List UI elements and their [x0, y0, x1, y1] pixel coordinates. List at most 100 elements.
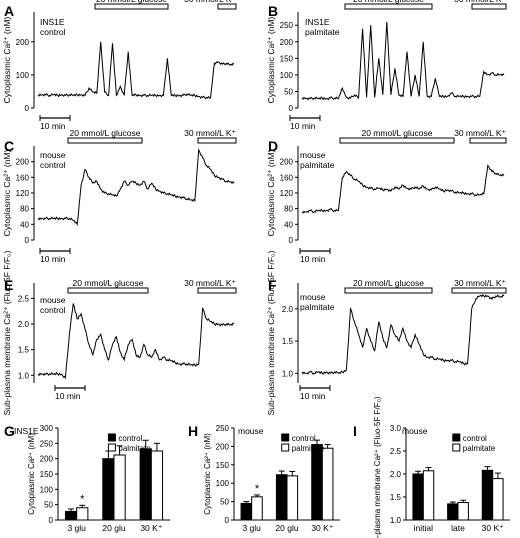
panel-e: E 1.0 1.5 2.0 2.5 Sub-plasma membrane Ca²⁺ (F…: [2, 250, 237, 415]
panel-g: G INS1E 0 50 100 150 200 250 300 Cytoplasmic Ca²⁺…: [4, 423, 170, 533]
x-tick-label: 20 glu: [102, 523, 125, 533]
scale-bar-label: 10 min: [40, 254, 66, 264]
y-tick-label: 2.0: [18, 320, 30, 329]
panel-title: mouse: [402, 426, 428, 436]
trace-line: [301, 21, 505, 101]
y-tick-label: 1.0: [18, 371, 30, 380]
panel-a: A 0 100 200 Cytoplasmic Ca²⁺ (nM) 20 mmol/L g…: [2, 0, 237, 131]
legend-label: control: [118, 434, 142, 443]
stimulus-label: 20 mmol/L glucose: [353, 0, 424, 4]
stimulus-bar: [344, 3, 433, 10]
legend-swatch: [452, 433, 461, 442]
y-tick-label: 2.0: [390, 470, 402, 479]
y-axis-label: Sub-plasma membrane Ca²⁺ (Fluo-5F F/F₀): [373, 396, 382, 538]
y-tick-label: 100: [40, 485, 54, 494]
scale-bar-label: 10 min: [40, 121, 66, 131]
y-axis-label: Cytoplasmic Ca²⁺ (nM): [2, 17, 12, 104]
panel-letter: F: [268, 277, 277, 293]
y-tick-label: 200: [216, 442, 230, 451]
y-tick-label: 250: [40, 439, 54, 448]
y-tick-label: 100: [16, 71, 30, 80]
legend-label: control: [292, 434, 316, 443]
y-tick-label: 1.0: [282, 369, 294, 378]
stimulus-label: 20 mmol/L glucose: [361, 128, 432, 138]
trace-label: control: [40, 27, 66, 37]
stimulus-bar: [67, 137, 143, 144]
legend-swatch: [281, 443, 290, 452]
trace-label: palmitate: [305, 27, 340, 37]
y-tick-label: 300: [40, 424, 54, 433]
stimulus-bar: [67, 287, 149, 294]
x-tick-label: initial: [414, 523, 433, 533]
y-tick-label: 0: [25, 236, 30, 245]
y-tick-label: 2.0: [282, 305, 294, 314]
y-tick-label: 200: [16, 38, 30, 47]
stimulus-label: 20 mmol/L glucose: [72, 278, 143, 288]
y-tick-label: 50: [44, 501, 53, 510]
y-tick-label: 0: [25, 104, 30, 113]
y-axis-label: Cytoplasmic Ca²⁺ (nM): [27, 433, 36, 515]
stimulus-label: 20 mmol/L glucose: [353, 278, 424, 288]
bar-palmitate: [422, 470, 435, 521]
y-tick-label: 0: [289, 236, 294, 245]
panel-letter: B: [268, 3, 278, 19]
stimulus-label: 30 mmol/L K⁺: [454, 0, 506, 4]
y-tick-label: 120: [280, 189, 294, 198]
significance-marker: *: [255, 483, 260, 495]
trace-line: [301, 164, 505, 214]
y-tick-label: 160: [280, 173, 294, 182]
x-tick-label: late: [451, 523, 465, 533]
stimulus-label: 30 mmol/L K⁺: [184, 128, 236, 138]
stimulus-bar: [197, 287, 237, 294]
panel-letter: I: [353, 423, 357, 439]
bar-control: [240, 502, 253, 521]
stimulus-label: 20 mmol/L glucose: [69, 128, 140, 138]
y-tick-label: 1.5: [282, 337, 294, 346]
y-axis-label: Sub-plasma membrane Ca²⁺ (Fluo-5F F/F₀): [266, 250, 276, 415]
y-tick-label: 80: [284, 205, 293, 214]
legend-swatch: [281, 433, 290, 442]
stimulus-bar: [469, 137, 507, 144]
trace-label: mouse: [40, 150, 66, 160]
trace-label: palmitate: [300, 302, 335, 312]
stimulus-bar: [197, 137, 237, 144]
stimulus-label: 20 mmol/L glucose: [96, 0, 167, 4]
y-tick-label: 200: [16, 158, 30, 167]
bar-palmitate: [457, 502, 469, 521]
bar-palmitate: [492, 478, 504, 521]
legend-label: palmitate: [118, 444, 151, 453]
bar-control: [447, 503, 459, 521]
x-tick-label: 30 K⁺: [482, 523, 504, 533]
scale-bar-label: 10 min: [300, 254, 326, 264]
bar-control: [64, 510, 78, 521]
legend-swatch: [107, 433, 116, 442]
bar-palmitate: [321, 447, 334, 521]
stimulus-label: 30 mmol/L K⁺: [184, 278, 236, 288]
panel-d: D 0 40 80 120 160 200 Cytoplasmic Ca²⁺ (nM) 20 m…: [266, 128, 507, 264]
y-tick-label: 120: [16, 189, 30, 198]
bar-control: [275, 474, 288, 521]
y-tick-label: 2.5: [18, 294, 30, 303]
y-tick-label: 50: [284, 87, 293, 96]
x-tick-label: 3 glu: [67, 523, 86, 533]
bar-palmitate: [251, 496, 263, 521]
trace-label: INS1E: [305, 17, 330, 27]
y-tick-label: 2.5: [390, 447, 402, 456]
panel-letter: C: [4, 138, 14, 154]
y-tick-label: 200: [40, 455, 54, 464]
bar-palmitate: [286, 475, 299, 521]
x-tick-label: 20 glu: [275, 523, 298, 533]
stimulus-label: 30 mmol/L K⁺: [454, 278, 506, 288]
stimulus-bar: [471, 3, 507, 10]
legend-label: palmitate: [292, 444, 325, 453]
trace-label: control: [40, 305, 66, 315]
stimulus-bar: [217, 3, 237, 10]
trace-line: [37, 148, 235, 227]
y-tick-label: 0: [49, 516, 54, 525]
bar-control: [412, 473, 424, 521]
panel-f: F 1.0 1.5 2.0 Sub-plasma membrane Ca²⁺ (Fluo…: [266, 250, 507, 415]
panel-b: B 0 50 100 150 200 250 Cytoplasmic Ca²⁺ (nM) 20 …: [266, 0, 507, 131]
y-tick-label: 150: [40, 470, 54, 479]
